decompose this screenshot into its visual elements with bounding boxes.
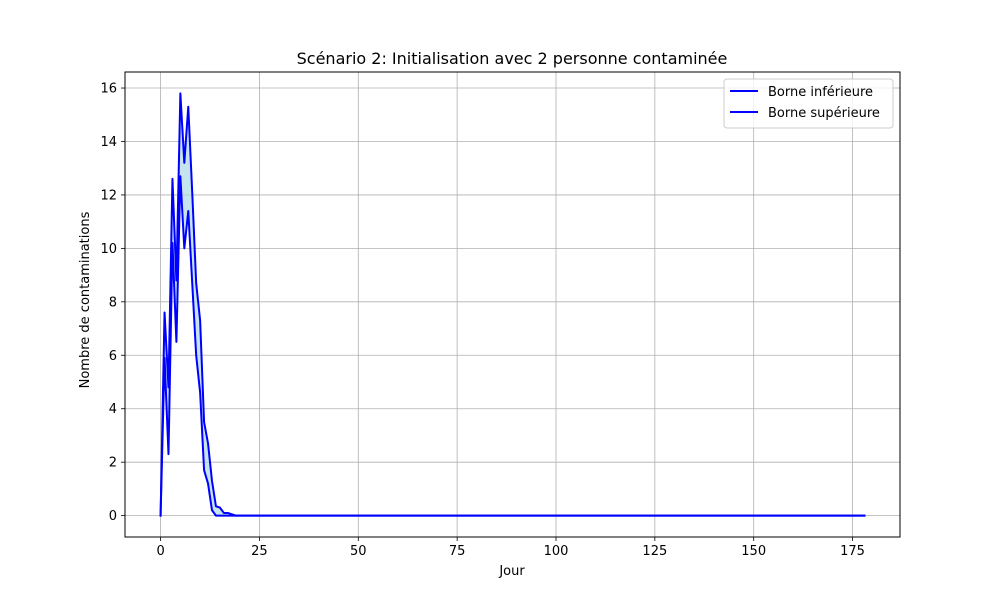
plot-frame xyxy=(124,71,901,538)
y-tick-label: 6 xyxy=(109,349,117,364)
y-axis-ticks: 0 2 4 6 8 10 12 14 16 xyxy=(100,82,125,524)
y-tick-label: 10 xyxy=(100,242,117,257)
legend-label-upper: Borne supérieure xyxy=(768,106,880,121)
y-tick-label: 4 xyxy=(109,402,117,417)
y-tick-label: 12 xyxy=(100,188,117,203)
x-axis-ticks: 0 25 50 75 100 125 150 175 xyxy=(156,537,865,559)
x-tick-label: 75 xyxy=(449,544,466,559)
x-tick-label: 50 xyxy=(350,544,367,559)
chart-title: Scénario 2: Initialisation avec 2 person… xyxy=(297,49,728,68)
x-tick-label: 150 xyxy=(741,544,766,559)
y-tick-label: 16 xyxy=(100,82,117,97)
y-tick-label: 14 xyxy=(100,135,117,150)
series-line-lower-bound xyxy=(159,175,866,517)
legend: Borne inférieure Borne supérieure xyxy=(723,78,894,129)
legend-label-lower: Borne inférieure xyxy=(768,85,873,100)
series-line-upper-bound xyxy=(159,92,866,517)
grid xyxy=(125,72,900,537)
legend-box xyxy=(723,78,894,129)
x-tick-label: 125 xyxy=(642,544,667,559)
y-tick-label: 0 xyxy=(109,509,117,524)
x-tick-label: 100 xyxy=(544,544,569,559)
x-tick-label: 175 xyxy=(840,544,865,559)
band-fill-area xyxy=(160,93,865,516)
y-tick-label: 2 xyxy=(109,456,117,471)
y-tick-label: 8 xyxy=(109,295,117,310)
y-axis-title: Nombre de contaminations xyxy=(78,211,93,388)
x-tick-label: 25 xyxy=(251,544,268,559)
series-lines xyxy=(159,92,866,517)
x-tick-label: 0 xyxy=(156,544,164,559)
x-axis-title: Jour xyxy=(498,564,525,579)
